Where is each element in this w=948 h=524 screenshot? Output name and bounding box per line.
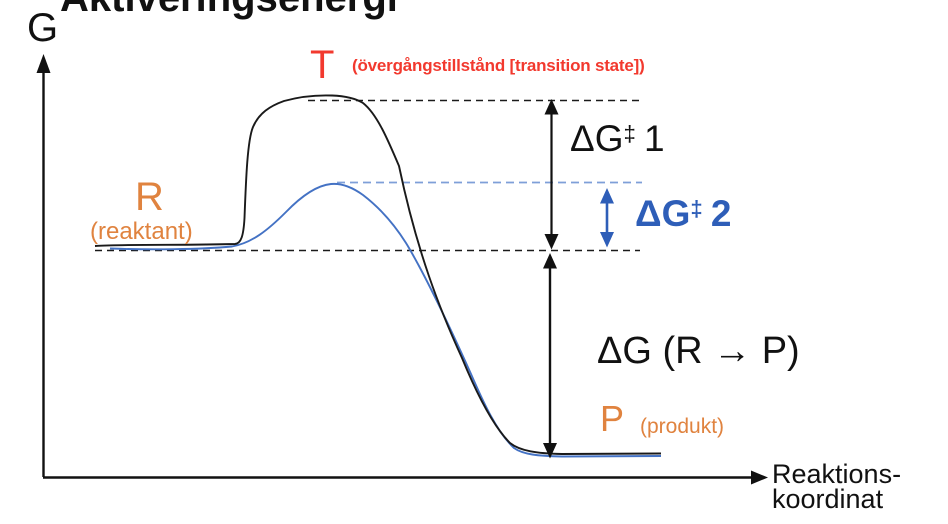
dg-rp-arrow-up-icon	[543, 253, 557, 269]
x-axis-label-line2: koordinat	[772, 484, 884, 514]
dg2-prefix: ΔG	[635, 193, 691, 234]
reactant-note: (reaktant)	[90, 218, 193, 245]
reaction-free-energy-label: ΔG (R → P)	[597, 330, 800, 372]
dg1-arrow-down-icon	[544, 234, 559, 250]
dg-rp-arrow-down-icon	[543, 443, 557, 459]
dg1-double-dagger: ‡	[623, 121, 636, 147]
y-axis-arrowhead-icon	[36, 54, 51, 73]
dg2-number: 2	[710, 193, 732, 234]
page-title-cut-off: Aktiveringsenergi	[60, 0, 398, 18]
reactant-label: R	[135, 175, 164, 219]
black-energy-curve	[94, 94, 662, 455]
dg1-arrow-up-icon	[544, 99, 559, 115]
y-axis-label: G	[27, 6, 59, 50]
x-axis-label-line1: Reaktions-	[772, 459, 902, 489]
x-axis-arrowhead-icon	[751, 470, 768, 485]
activation-energy-2-label: ΔG‡ 2	[635, 195, 731, 238]
dg2-arrow-up-icon	[600, 188, 614, 204]
dg2-arrow-down-icon	[600, 232, 614, 248]
dg1-prefix: ΔG	[570, 118, 624, 159]
product-note: (produkt)	[640, 415, 725, 438]
transition-state-note: (övergångstillstånd [transition state])	[352, 56, 645, 75]
x-axis-label: Reaktions- koordinat	[772, 459, 902, 514]
dg1-number: 1	[643, 118, 665, 159]
dg2-double-dagger: ‡	[690, 196, 703, 222]
product-label: P	[600, 398, 625, 439]
transition-state-label: T	[310, 43, 335, 87]
activation-energy-1-label: ΔG‡ 1	[570, 120, 665, 163]
